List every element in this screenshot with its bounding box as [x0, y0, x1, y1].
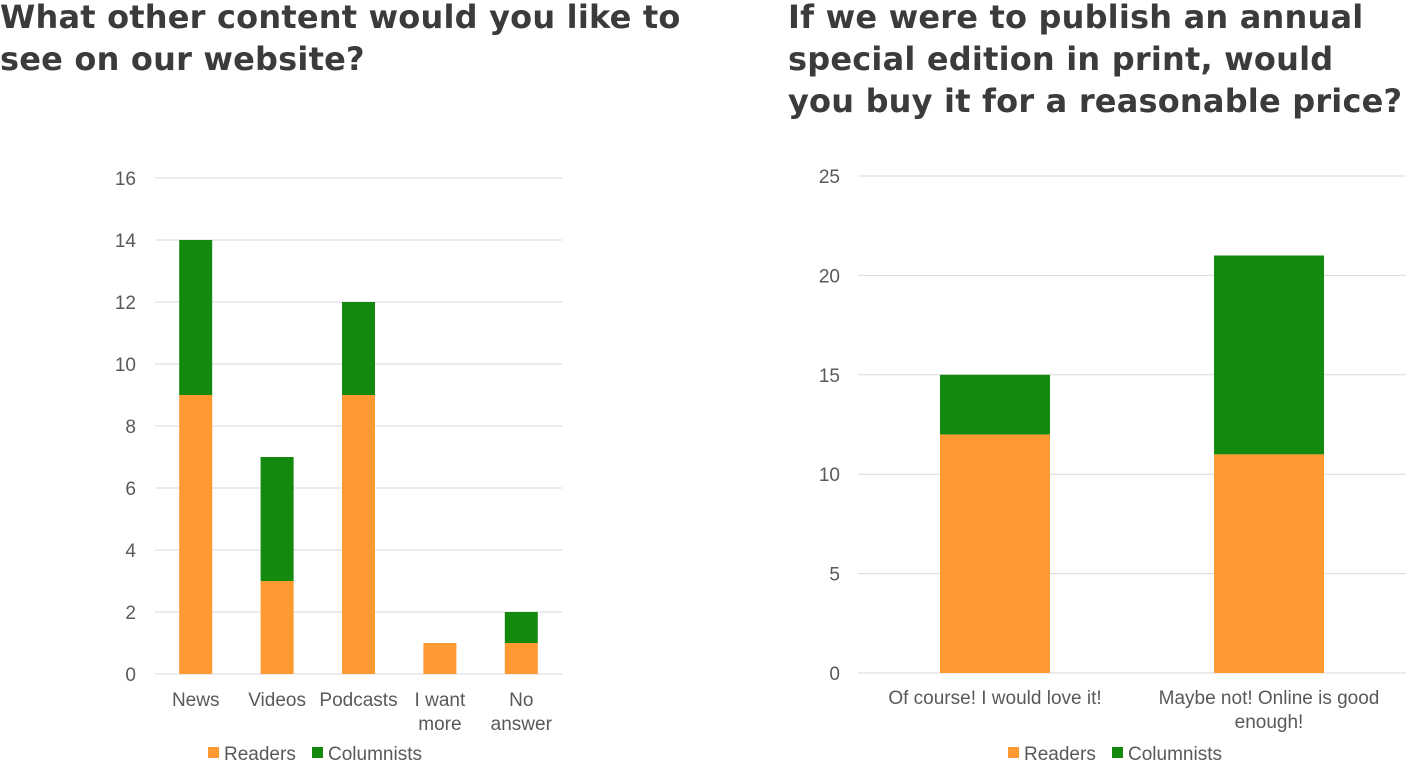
chart-title-print-edition: If we were to publish an annual special …	[788, 0, 1403, 120]
bar-segment-columnists	[342, 302, 375, 395]
legend-swatch-columnists	[1112, 747, 1123, 758]
legend-label-readers: Readers	[1024, 744, 1096, 765]
y-tick-label: 12	[115, 293, 136, 314]
legend-label-columnists: Columnists	[328, 744, 422, 765]
x-category-label: No answer	[491, 690, 553, 735]
legend-label-columnists: Columnists	[1128, 744, 1222, 765]
y-tick-label: 15	[819, 366, 840, 387]
x-category-label: I want more	[415, 690, 466, 735]
bar-segment-columnists	[179, 240, 213, 395]
chart-title-content: What other content would you like to see…	[0, 0, 681, 78]
bar-segment-columnists	[504, 612, 538, 643]
y-tick-label: 2	[125, 603, 136, 624]
bar-segment-readers	[342, 395, 375, 674]
y-tick-label: 4	[125, 541, 136, 562]
x-category-label: Podcasts	[319, 690, 397, 711]
y-tick-label: 10	[819, 465, 840, 486]
bar-segment-readers	[940, 434, 1050, 673]
y-tick-label: 10	[115, 355, 136, 376]
bar-segment-readers	[260, 581, 294, 674]
y-tick-label: 20	[819, 266, 840, 287]
legend-swatch-readers	[208, 747, 219, 758]
bar-segment-readers	[1214, 454, 1324, 673]
y-tick-label: 0	[829, 664, 840, 685]
x-category-label: Maybe not! Online is good enough!	[1159, 688, 1380, 733]
x-category-label: News	[172, 690, 220, 711]
y-tick-label: 0	[125, 665, 136, 686]
legend-label-readers: Readers	[224, 744, 296, 765]
bar-segment-readers	[423, 643, 457, 674]
y-tick-label: 5	[829, 565, 840, 586]
x-category-label: Videos	[248, 690, 306, 711]
y-tick-label: 14	[115, 231, 137, 252]
y-tick-label: 8	[125, 417, 136, 438]
y-tick-label: 6	[125, 479, 136, 500]
legend-swatch-columnists	[312, 747, 323, 758]
legend-swatch-readers	[1008, 747, 1019, 758]
y-tick-label: 25	[819, 167, 840, 188]
bar-segment-columnists	[1214, 255, 1324, 455]
bar-segment-columnists	[940, 374, 1050, 435]
bar-segment-readers	[179, 395, 213, 674]
bar-segment-readers	[504, 643, 538, 674]
x-category-label: Of course! I would love it!	[888, 688, 1101, 709]
y-tick-label: 16	[115, 169, 136, 190]
bar-segment-columnists	[260, 457, 294, 581]
